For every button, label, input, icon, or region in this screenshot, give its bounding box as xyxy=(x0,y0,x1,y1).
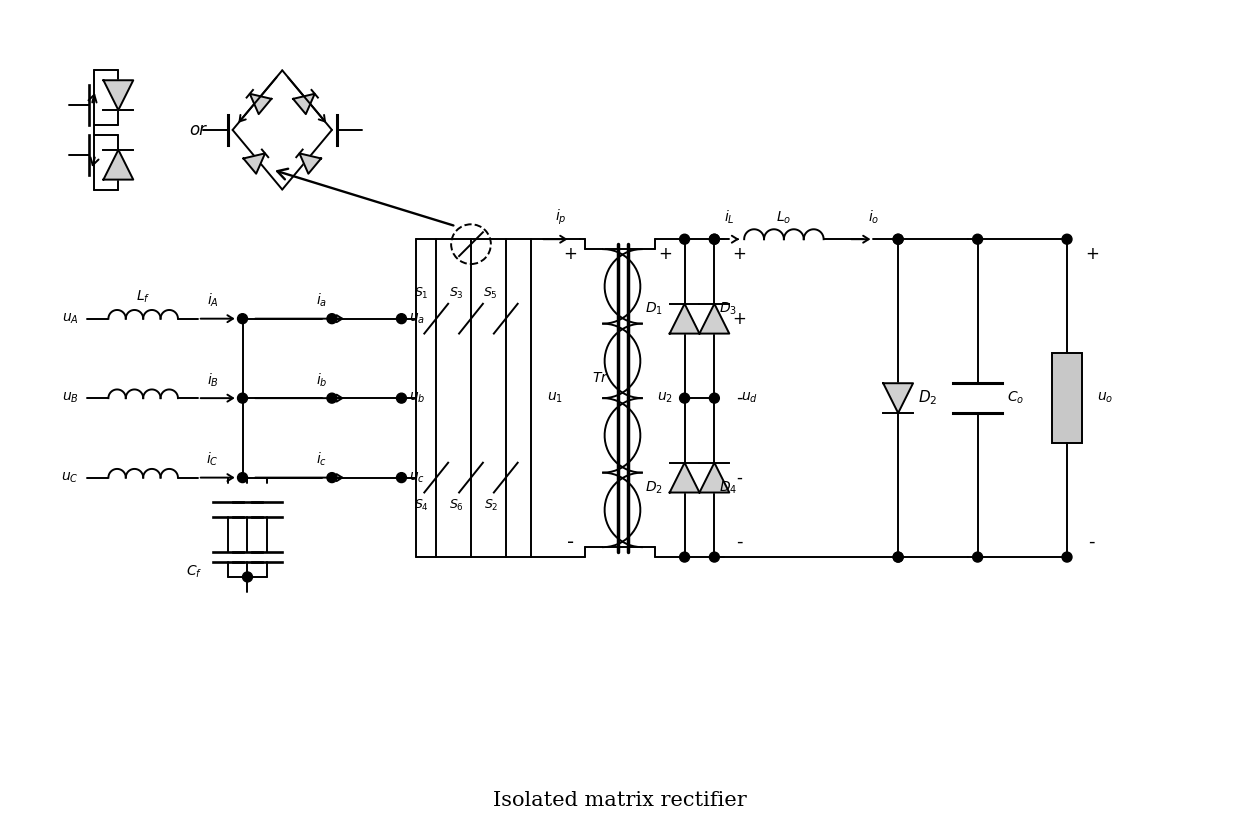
Text: +: + xyxy=(1085,245,1099,263)
Circle shape xyxy=(327,313,337,323)
Circle shape xyxy=(709,393,719,403)
Circle shape xyxy=(327,393,337,403)
Circle shape xyxy=(893,235,903,244)
Text: or: or xyxy=(190,121,206,139)
Text: $S_1$: $S_1$ xyxy=(414,287,429,302)
Polygon shape xyxy=(699,303,729,334)
Text: $D_2$: $D_2$ xyxy=(645,479,662,496)
Circle shape xyxy=(397,393,407,403)
Text: $i_c$: $i_c$ xyxy=(316,451,327,468)
Circle shape xyxy=(680,235,689,244)
Text: $L_f$: $L_f$ xyxy=(136,288,150,305)
Text: $i_b$: $i_b$ xyxy=(316,371,327,389)
Text: -: - xyxy=(1089,533,1095,551)
Circle shape xyxy=(397,313,407,323)
Polygon shape xyxy=(249,94,272,114)
Circle shape xyxy=(972,235,982,244)
Text: -: - xyxy=(737,468,743,487)
Text: +: + xyxy=(733,245,746,263)
Circle shape xyxy=(709,235,719,244)
Text: $i_o$: $i_o$ xyxy=(868,209,879,226)
Text: $S_3$: $S_3$ xyxy=(449,287,464,302)
Polygon shape xyxy=(243,153,265,173)
Text: $i_L$: $i_L$ xyxy=(724,209,734,226)
Text: +: + xyxy=(733,310,746,328)
Polygon shape xyxy=(103,80,133,110)
Text: $C_o$: $C_o$ xyxy=(1007,390,1024,406)
Text: $u_o$: $u_o$ xyxy=(1097,391,1114,406)
Circle shape xyxy=(238,313,248,323)
Text: -: - xyxy=(737,533,743,551)
Text: Isolated matrix rectifier: Isolated matrix rectifier xyxy=(494,791,746,810)
Text: $C_f$: $C_f$ xyxy=(186,564,203,580)
Text: $S_6$: $S_6$ xyxy=(449,498,464,513)
Text: $S_5$: $S_5$ xyxy=(484,287,498,302)
Circle shape xyxy=(972,552,982,562)
Text: $u_C$: $u_C$ xyxy=(61,470,78,485)
Circle shape xyxy=(680,393,689,403)
Polygon shape xyxy=(670,463,699,493)
Text: $u_a$: $u_a$ xyxy=(409,312,425,326)
Text: $D_1$: $D_1$ xyxy=(645,301,662,317)
Text: $i_A$: $i_A$ xyxy=(207,292,218,309)
Text: $S_4$: $S_4$ xyxy=(414,498,429,513)
Text: -: - xyxy=(567,533,574,551)
Text: $D_2$: $D_2$ xyxy=(918,389,937,407)
Text: $D_4$: $D_4$ xyxy=(719,479,738,496)
Circle shape xyxy=(709,235,719,244)
Circle shape xyxy=(397,473,407,483)
Circle shape xyxy=(238,473,248,483)
Bar xyxy=(1052,354,1083,442)
Circle shape xyxy=(893,552,903,562)
Polygon shape xyxy=(883,383,913,413)
Text: $D_3$: $D_3$ xyxy=(719,301,738,317)
Circle shape xyxy=(709,552,719,562)
Text: $Tr$: $Tr$ xyxy=(591,371,609,385)
Text: $i_B$: $i_B$ xyxy=(207,371,218,389)
Circle shape xyxy=(243,572,253,582)
Text: $i_p$: $i_p$ xyxy=(554,208,567,227)
Text: $u_b$: $u_b$ xyxy=(409,391,425,406)
Text: $u_c$: $u_c$ xyxy=(409,470,425,485)
Text: $i_a$: $i_a$ xyxy=(316,292,327,309)
Polygon shape xyxy=(299,153,321,173)
Text: $u_d$: $u_d$ xyxy=(740,391,758,406)
Circle shape xyxy=(1061,552,1073,562)
Circle shape xyxy=(680,552,689,562)
Text: $u_1$: $u_1$ xyxy=(547,391,563,406)
Text: +: + xyxy=(657,245,672,263)
Polygon shape xyxy=(670,303,699,334)
Text: $i_C$: $i_C$ xyxy=(206,451,219,468)
Polygon shape xyxy=(293,94,315,114)
Circle shape xyxy=(238,393,248,403)
Circle shape xyxy=(893,552,903,562)
Text: $u_A$: $u_A$ xyxy=(62,312,78,326)
Text: $L_o$: $L_o$ xyxy=(776,210,791,225)
Text: -: - xyxy=(737,389,743,407)
Text: $S_2$: $S_2$ xyxy=(484,498,498,513)
Text: +: + xyxy=(563,245,578,263)
Polygon shape xyxy=(103,150,133,179)
Text: $u_B$: $u_B$ xyxy=(62,391,78,406)
Circle shape xyxy=(327,473,337,483)
Text: $u_2$: $u_2$ xyxy=(657,391,673,406)
Circle shape xyxy=(893,235,903,244)
Polygon shape xyxy=(699,463,729,493)
Circle shape xyxy=(1061,235,1073,244)
